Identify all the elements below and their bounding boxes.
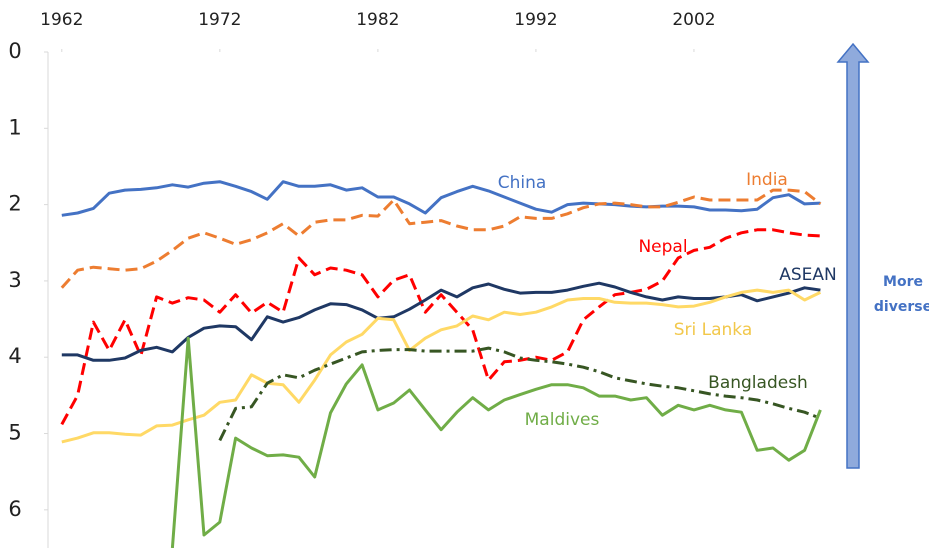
x-tick-label: 1992 bbox=[514, 10, 557, 30]
series-line bbox=[60, 228, 821, 426]
x-tick-label: 1982 bbox=[356, 10, 399, 30]
y-tick-label: 3 bbox=[8, 268, 21, 292]
y-tick-label: 0 bbox=[8, 39, 21, 63]
x-tick-label: 1972 bbox=[198, 10, 241, 30]
diverse-arrow bbox=[836, 42, 870, 469]
series-label: Bangladesh bbox=[708, 373, 808, 393]
arrow-label: More bbox=[883, 274, 923, 290]
series-line bbox=[60, 188, 822, 289]
series-label: Maldives bbox=[525, 410, 600, 430]
x-tick-label: 2002 bbox=[672, 10, 715, 30]
series-label: China bbox=[498, 173, 547, 193]
y-tick-label: 4 bbox=[8, 344, 21, 368]
series-label: India bbox=[746, 170, 788, 190]
y-tick-label: 6 bbox=[8, 497, 21, 521]
y-tick-label: 5 bbox=[8, 421, 21, 445]
arrow-label: diverse bbox=[874, 299, 929, 315]
series-label: Sri Lanka bbox=[674, 320, 753, 340]
series-line bbox=[61, 180, 821, 217]
series-label: ASEAN bbox=[779, 265, 837, 285]
y-tick-label: 2 bbox=[8, 192, 21, 216]
y-tick-label: 1 bbox=[8, 115, 21, 139]
series-label: Nepal bbox=[638, 237, 687, 257]
series-line bbox=[170, 336, 822, 548]
x-tick-label: 1962 bbox=[40, 10, 83, 30]
series-line bbox=[61, 288, 822, 444]
series-line bbox=[218, 346, 821, 442]
